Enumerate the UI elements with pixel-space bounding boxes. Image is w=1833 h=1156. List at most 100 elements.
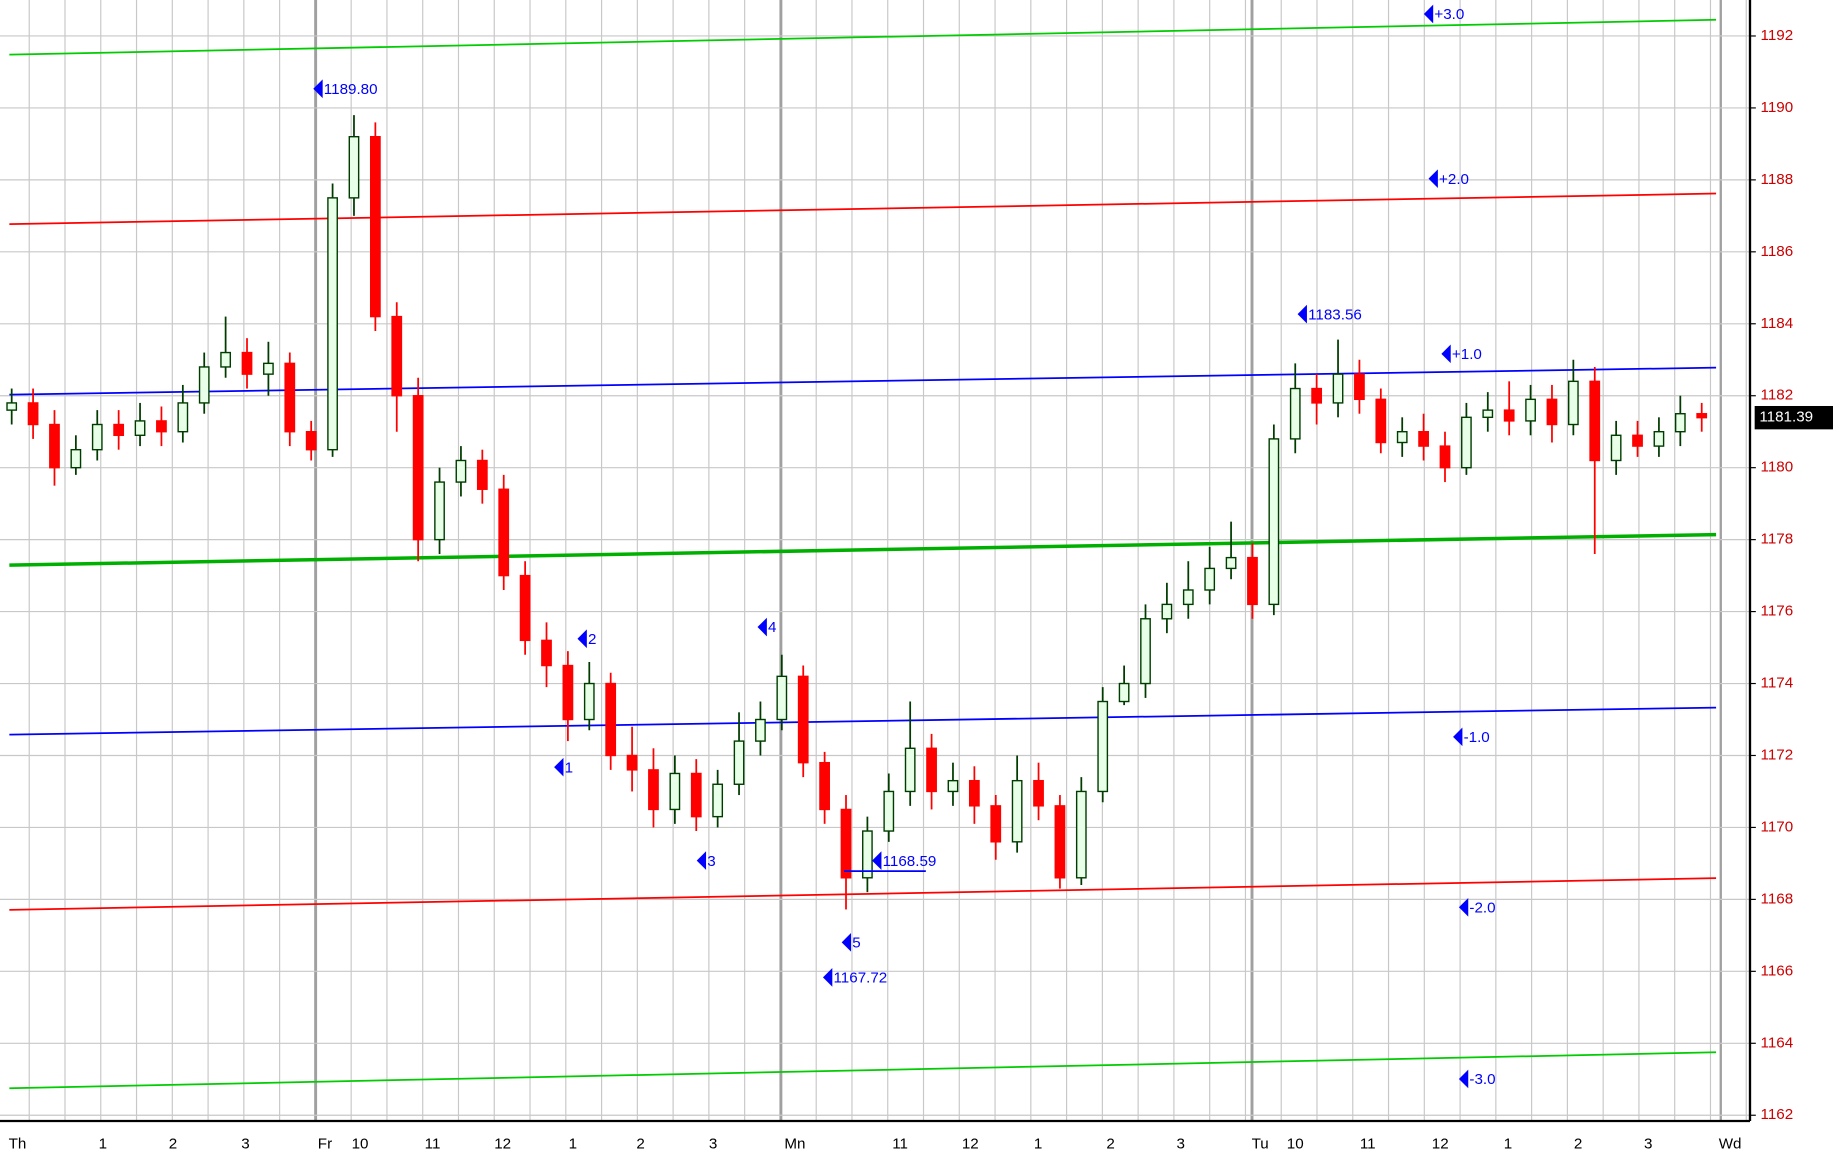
annotation-marker xyxy=(1441,344,1451,364)
annotation-marker xyxy=(872,851,882,870)
candle-body xyxy=(49,423,60,469)
candle-body xyxy=(605,682,617,757)
annotation: 4 xyxy=(768,619,776,636)
candle-body xyxy=(1033,779,1044,807)
candle-body xyxy=(263,362,274,375)
annotation: +3.0 xyxy=(1434,6,1464,23)
candle-body xyxy=(755,718,766,742)
candle-body xyxy=(669,772,681,811)
candle-body xyxy=(476,459,488,490)
candle-body xyxy=(220,351,231,368)
annotation: +1.0 xyxy=(1452,346,1482,363)
candle-body xyxy=(1525,398,1536,422)
x-tick-label: 3 xyxy=(1644,1135,1652,1152)
candle-body xyxy=(1161,603,1173,620)
x-tick-label: Wd xyxy=(1719,1135,1742,1152)
x-tick-label: 10 xyxy=(1287,1135,1304,1152)
y-tick-label: 1190 xyxy=(1761,99,1794,116)
channel-line xyxy=(9,532,1717,567)
candle-body xyxy=(1396,431,1408,444)
y-tick-label: 1166 xyxy=(1761,962,1794,979)
y-tick-label: 1164 xyxy=(1761,1034,1794,1051)
channel-line xyxy=(9,192,1717,226)
candle-body xyxy=(1075,790,1087,879)
candle-body xyxy=(626,754,638,771)
y-tick-label: 1168 xyxy=(1761,890,1794,907)
y-tick-label: 1184 xyxy=(1761,315,1794,332)
candle-body xyxy=(1311,387,1323,404)
candle-body xyxy=(904,747,916,793)
candle-body xyxy=(412,395,424,541)
candle-body xyxy=(241,351,253,375)
candle-body xyxy=(1653,431,1665,447)
channel-line xyxy=(9,1051,1717,1090)
candle-body xyxy=(1696,413,1708,419)
candle-body xyxy=(455,459,467,483)
annotation-marker xyxy=(757,617,767,637)
y-tick-label: 1170 xyxy=(1761,818,1794,835)
annotation: -2.0 xyxy=(1469,899,1495,916)
candle-body xyxy=(1097,700,1109,793)
candle-body xyxy=(648,769,659,811)
x-tick-label: 2 xyxy=(1106,1135,1114,1152)
y-tick-label: 1182 xyxy=(1761,387,1794,404)
annotation-marker xyxy=(1428,169,1438,188)
y-tick-label: 1180 xyxy=(1761,459,1794,476)
candle-body xyxy=(1268,438,1280,606)
x-tick-label: Tu xyxy=(1252,1135,1269,1152)
candle-body xyxy=(198,366,210,404)
candle-body xyxy=(797,675,809,764)
candle-body xyxy=(1589,380,1601,462)
last-price-label: 1181.39 xyxy=(1759,409,1813,426)
candle-body xyxy=(1289,387,1301,440)
y-tick-label: 1186 xyxy=(1761,243,1794,260)
candle-body xyxy=(1418,431,1429,447)
annotation-marker xyxy=(1297,304,1307,324)
x-tick-label: Th xyxy=(9,1135,27,1152)
candle-body xyxy=(712,783,724,818)
candle-body xyxy=(583,682,595,721)
candle-body xyxy=(391,315,403,397)
annotation: 1167.72 xyxy=(833,970,887,987)
candle-body xyxy=(1482,409,1494,419)
candle-body xyxy=(369,136,381,318)
annotation: 5 xyxy=(852,935,860,952)
annotation: 1168.59 xyxy=(883,853,937,870)
x-tick-label: Mn xyxy=(784,1135,805,1152)
y-tick-label: 1162 xyxy=(1761,1106,1794,1123)
x-tick-label: 11 xyxy=(1360,1135,1376,1152)
candle-body xyxy=(840,808,852,879)
candle-body xyxy=(1247,556,1258,606)
annotation: +2.0 xyxy=(1439,171,1469,188)
channel-line xyxy=(9,706,1717,736)
y-tick-label: 1172 xyxy=(1761,747,1794,764)
candle-body xyxy=(926,747,937,793)
candle-body xyxy=(434,481,445,541)
candle-body xyxy=(1674,413,1686,433)
last-price-box xyxy=(1754,405,1833,430)
candle-body xyxy=(348,136,360,199)
x-tick-label: 1 xyxy=(569,1135,577,1152)
candle-body xyxy=(156,420,167,433)
x-tick-label: 2 xyxy=(169,1135,177,1152)
candle-body xyxy=(1332,373,1344,404)
annotation-marker xyxy=(577,629,587,649)
channel-line xyxy=(9,18,1717,56)
candle-body xyxy=(1375,398,1387,444)
candle-body xyxy=(519,574,531,642)
candle-body xyxy=(70,448,82,469)
annotation-marker xyxy=(822,968,833,987)
candle-body xyxy=(498,488,510,577)
candle-body xyxy=(819,761,830,811)
annotation-marker xyxy=(841,932,852,952)
candle-body xyxy=(733,740,745,785)
candle-body xyxy=(862,830,873,879)
x-tick-label: 12 xyxy=(962,1135,979,1152)
candle-body xyxy=(968,779,980,807)
candle-body xyxy=(327,197,338,451)
candle-body xyxy=(1118,682,1130,703)
candle-body xyxy=(883,790,895,832)
